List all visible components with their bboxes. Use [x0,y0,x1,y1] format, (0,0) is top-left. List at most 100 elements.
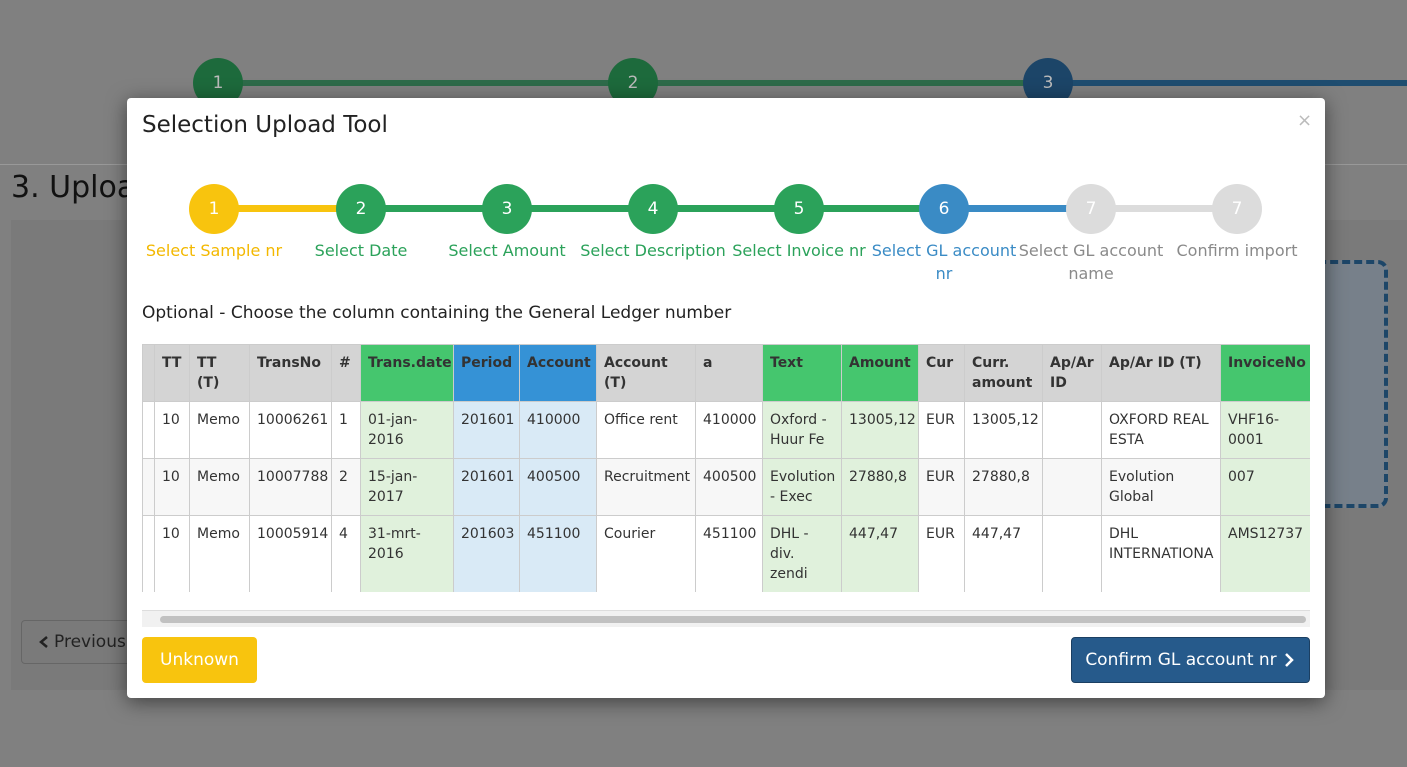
step-circle: 1 [189,184,239,234]
cell: 4 [331,515,361,592]
step-connector [944,205,1091,212]
header-cell: Period [453,344,520,402]
table-row: 10 Memo 10005914 4 31-mrt-2016 201603 451100 Co… [142,515,1310,592]
step-connector [1091,205,1237,212]
cell: 27880,8 [841,458,919,516]
table-row: 10 Memo 10007788 2 15-jan-2017 201601 400500 Re… [142,458,1310,516]
header-cell: Trans.date [360,344,454,402]
cell: 410000 [519,401,597,459]
cell: Memo [189,401,250,459]
header-cell-clipped [142,344,155,402]
cell: DHL - div. zendi [762,515,842,592]
header-cell: InvoiceNo [1220,344,1310,402]
step-connector [507,205,653,212]
step-connector [214,205,361,212]
cell [1042,458,1102,516]
step-label: Select GL account name [1018,241,1164,283]
cell: 400500 [695,458,763,516]
step-label: Select Invoice nr [732,241,866,260]
step-connector [799,205,944,212]
bg-previous[interactable]: Previous [21,620,151,664]
cell: 10006261 [249,401,332,459]
step-label: Select Amount [448,241,566,260]
cell: 007 [1220,458,1310,516]
step-circle: 5 [774,184,824,234]
close-button[interactable]: × [1297,110,1313,131]
chevron-left [39,636,48,648]
scrollbar-thumb[interactable] [160,616,1306,623]
header-cell: Account [519,344,597,402]
cell: EUR [918,401,965,459]
header-cell: TT (T) [189,344,250,402]
cell: Courier [596,515,696,592]
header-cell: Amount [841,344,919,402]
cell: Memo [189,515,250,592]
cell: 10 [154,401,190,459]
cell-clipped [142,401,155,459]
step-label: Confirm import [1176,241,1298,260]
chevron-right [1284,653,1294,667]
cell: 400500 [519,458,597,516]
header-cell: Text [762,344,842,402]
header-cell: TT [154,344,190,402]
cell: AMS12737 [1220,515,1310,592]
header-cell: Curr. amount [964,344,1043,402]
step-connector [653,205,799,212]
bg-progress-active [1048,80,1407,86]
step-label: Select Sample nr [145,241,283,260]
cell: 201601 [453,458,520,516]
header-cell: Ap/Ar ID [1042,344,1102,402]
modal-title: Selection Upload Tool [142,112,388,138]
cell: 10007788 [249,458,332,516]
instruction: Optional - Choose the column containing … [142,303,732,323]
cell: 451100 [695,515,763,592]
cell: 447,47 [964,515,1043,592]
header-cell: # [331,344,361,402]
cell: Memo [189,458,250,516]
cell: 10 [154,515,190,592]
cell: EUR [918,515,965,592]
cell: EUR [918,458,965,516]
cell: DHL INTERNATIONA [1101,515,1221,592]
cell: 447,47 [841,515,919,592]
step-circle: 7 [1066,184,1116,234]
cell: 13005,12 [841,401,919,459]
header-cell: TransNo [249,344,332,402]
step-circle: 6 [919,184,969,234]
cell: 01-jan-2016 [360,401,454,459]
cell: VHF16-0001 [1220,401,1310,459]
bg-heading: 3. Uploa [11,170,136,205]
modal: Selection Upload Tool × 1 Select Sample n… [127,98,1325,698]
cell: 201601 [453,401,520,459]
step-label: Select GL account nr [871,241,1017,283]
cell: 1 [331,401,361,459]
cell: 13005,12 [964,401,1043,459]
cell: Evolution Global [1101,458,1221,516]
cell: 410000 [695,401,763,459]
header-cell: Cur [918,344,965,402]
cell: Oxford - Huur Fe [762,401,842,459]
cell: Office rent [596,401,696,459]
cell [1042,401,1102,459]
cell: 27880,8 [964,458,1043,516]
cell: 451100 [519,515,597,592]
step-circle: 3 [482,184,532,234]
cell: 31-mrt-2016 [360,515,454,592]
data-table: TT TT (T) TransNo # Trans.date Period Account A… [142,344,1310,592]
bg-progress [218,80,1407,86]
unknown-button[interactable]: Unknown [142,637,257,683]
confirm-button[interactable]: Confirm GL account nr [1071,637,1310,683]
step-connector [361,205,507,212]
header-cell: Ap/Ar ID (T) [1101,344,1221,402]
step-circle: 2 [336,184,386,234]
cell: 10005914 [249,515,332,592]
cell: OXFORD REAL ESTA [1101,401,1221,459]
cell: 15-jan-2017 [360,458,454,516]
step-circle: 4 [628,184,678,234]
cell [1042,515,1102,592]
table-row: 10 Memo 10006261 1 01-jan-2016 201601 410000 Of… [142,401,1310,459]
step-label: Select Date [314,241,408,260]
step-label: Select Description [580,241,726,260]
header-cell: Account (T) [596,344,696,402]
